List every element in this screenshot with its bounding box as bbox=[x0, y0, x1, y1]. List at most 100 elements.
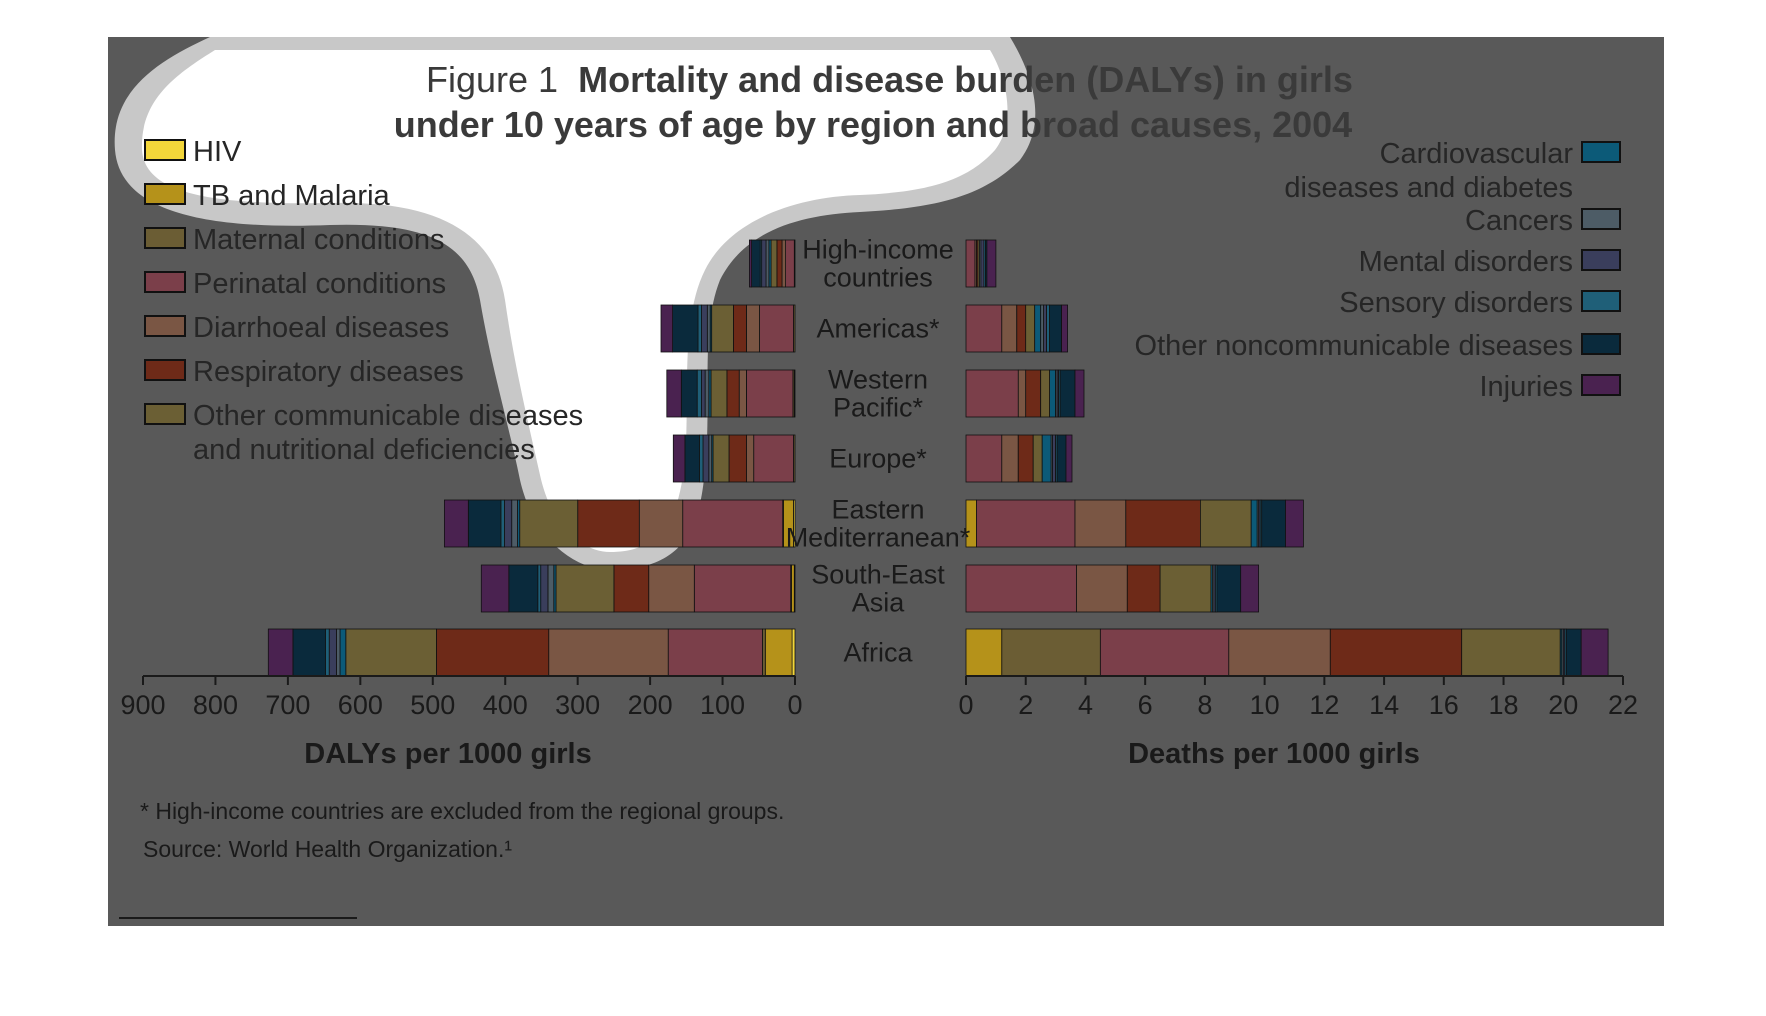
dalys-bar-segment bbox=[660, 304, 674, 353]
deaths-bar-segment bbox=[1216, 564, 1242, 613]
legend-swatch bbox=[1581, 333, 1621, 355]
legend-swatch bbox=[144, 315, 186, 337]
dalys-bar-segment bbox=[693, 564, 792, 613]
title-line2: under 10 years of age by region and broa… bbox=[394, 104, 1352, 145]
footnote: * High-income countries are excluded fro… bbox=[140, 798, 784, 824]
deaths-bar-segment bbox=[1001, 628, 1101, 677]
dalys-tick-label: 400 bbox=[483, 690, 528, 720]
dalys-axis: 900 800 700 600 500 400 300 200 100 0 bbox=[120, 675, 803, 720]
dalys-bar-segment bbox=[467, 499, 502, 548]
deaths-tick-label: 0 bbox=[958, 690, 973, 720]
region-label: Pacific* bbox=[833, 393, 924, 423]
legend-label: diseases and diabetes bbox=[1284, 172, 1573, 204]
deaths-bar-segment bbox=[1052, 434, 1056, 483]
dalys-bar-segment bbox=[335, 628, 341, 677]
dalys-bar-segment bbox=[712, 434, 730, 483]
dalys-bar-segment bbox=[328, 628, 337, 677]
legend-swatch bbox=[1581, 290, 1621, 312]
deaths-bar-segment bbox=[1017, 369, 1027, 418]
dalys-bar-segment bbox=[648, 564, 695, 613]
legend-swatch bbox=[1581, 208, 1621, 230]
deaths-axis: 0 2 4 6 8 10 12 14 16 18 20 22 bbox=[958, 675, 1638, 720]
deaths-bar-segment bbox=[1126, 564, 1161, 613]
region-label: South-East bbox=[811, 560, 945, 590]
deaths-tick-label: 20 bbox=[1548, 690, 1578, 720]
dalys-bar-segment bbox=[345, 628, 437, 677]
deaths-bar-segment bbox=[965, 304, 1003, 353]
legend-swatch bbox=[144, 183, 186, 205]
dalys-bar-segment bbox=[667, 628, 763, 677]
dalys-bar-segment bbox=[708, 434, 713, 483]
deaths-bar-segment bbox=[1250, 499, 1258, 548]
region-label: Eastern bbox=[831, 495, 924, 525]
dalys-bar-segment bbox=[776, 239, 783, 288]
deaths-bar-segment bbox=[1240, 564, 1259, 613]
decorative-swirl bbox=[114, 37, 1036, 570]
deaths-bar-segment bbox=[1001, 304, 1018, 353]
dalys-bar-segment bbox=[666, 369, 682, 418]
dalys-bar-segment bbox=[443, 499, 469, 548]
deaths-bar-segment bbox=[965, 369, 1019, 418]
deaths-bar-segment bbox=[1001, 434, 1019, 483]
legend-left: HIV TB and Malaria Maternal conditions Peri… bbox=[144, 136, 583, 466]
region-label: Asia bbox=[852, 588, 906, 618]
region-label: Western bbox=[828, 365, 928, 395]
dalys-bar-segment bbox=[577, 499, 640, 548]
dalys-bar-segment bbox=[435, 628, 550, 677]
dalys-bar-segment bbox=[759, 304, 794, 353]
deaths-tick-label: 16 bbox=[1429, 690, 1459, 720]
dalys-bar-segment bbox=[613, 564, 650, 613]
dalys-bar-segment bbox=[702, 434, 710, 483]
dalys-bar-segment bbox=[697, 304, 702, 353]
deaths-tick-label: 2 bbox=[1018, 690, 1033, 720]
dalys-bar-segment bbox=[519, 499, 579, 548]
deaths-bar-segment bbox=[1056, 434, 1067, 483]
dalys-bar-segment bbox=[753, 434, 794, 483]
deaths-bar-segment bbox=[1040, 369, 1051, 418]
deaths-bar-segment bbox=[1032, 434, 1043, 483]
deaths-bar-segment bbox=[1261, 499, 1286, 548]
dalys-bar-segment bbox=[701, 304, 708, 353]
svg-text:Figure 1 Mortality and d: Figure 1 Mortality and disease burden (D… bbox=[426, 59, 1353, 100]
dalys-bar-segment bbox=[680, 369, 698, 418]
legend-label: Respiratory diseases bbox=[193, 356, 464, 388]
deaths-bar-segment bbox=[1125, 499, 1201, 548]
deaths-bar-segment bbox=[980, 239, 985, 288]
deaths-bar-segment bbox=[965, 434, 1003, 483]
deaths-bar-segment bbox=[965, 564, 1077, 613]
dalys-bar-segment bbox=[292, 628, 326, 677]
dalys-bar-segment bbox=[738, 369, 747, 418]
dalys-bar-segment bbox=[706, 304, 711, 353]
deaths-bar-segment bbox=[965, 628, 1003, 677]
legend-label: Maternal conditions bbox=[193, 224, 444, 256]
deaths-bar-segment bbox=[1025, 369, 1041, 418]
legend-label: Mental disorders bbox=[1359, 246, 1573, 278]
deaths-bar-segment bbox=[1016, 304, 1027, 353]
legend-swatch bbox=[144, 403, 186, 425]
dalys-bar-segment bbox=[762, 628, 766, 677]
legend-label: Cardiovascular bbox=[1380, 138, 1574, 170]
legend-label: Other communicable diseases bbox=[193, 400, 583, 432]
region-label: Americas* bbox=[816, 314, 940, 344]
dalys-bar-segment bbox=[500, 499, 505, 548]
deaths-bar-segment bbox=[1043, 304, 1047, 353]
legend-label: Cancers bbox=[1465, 205, 1573, 237]
dalys-bar-segment bbox=[785, 239, 795, 288]
deaths-bar-segment bbox=[1061, 304, 1068, 353]
deaths-tick-label: 22 bbox=[1608, 690, 1638, 720]
deaths-bar-segment bbox=[1159, 564, 1212, 613]
dalys-bar-segment bbox=[781, 239, 786, 288]
deaths-bar-segment bbox=[1025, 304, 1036, 353]
dalys-bar-segment bbox=[511, 499, 518, 548]
deaths-bar-segment bbox=[1074, 499, 1127, 548]
dalys-bar-segment bbox=[710, 369, 728, 418]
dalys-tick-label: 100 bbox=[700, 690, 745, 720]
dalys-bar-segment bbox=[504, 499, 513, 548]
deaths-bar-segment bbox=[1017, 434, 1034, 483]
dalys-tick-label: 300 bbox=[555, 690, 600, 720]
dalys-bar-segment bbox=[791, 628, 796, 677]
legend-swatch bbox=[1581, 374, 1621, 396]
